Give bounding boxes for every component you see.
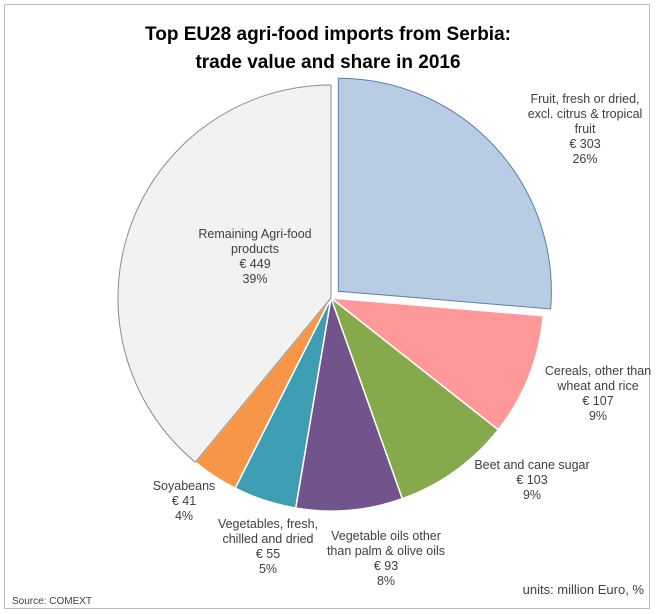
slice-label-text: Cereals, other than — [545, 364, 651, 378]
slice-value-label: € 41 — [172, 494, 196, 508]
pie-slice — [328, 297, 545, 431]
pie-slice — [337, 77, 552, 310]
slice-label-text: Soyabeans — [153, 479, 216, 493]
slice-label-text: Fruit, fresh or dried, — [530, 92, 639, 106]
slice-label: Fruit, fresh or dried,excl. citrus & tro… — [528, 92, 643, 166]
slice-share-label: 39% — [242, 272, 267, 286]
slice-label: Soyabeans€ 414% — [153, 479, 216, 523]
slice-label-text: wheat and rice — [556, 379, 638, 393]
slice-label-text: Remaining Agri-food — [198, 227, 311, 241]
slice-share-label: 9% — [589, 409, 607, 423]
slice-value-label: € 449 — [239, 257, 270, 271]
pie-slice — [329, 295, 500, 500]
slice-label-text: Vegetables, fresh, — [218, 517, 318, 531]
slice-share-label: 5% — [259, 562, 277, 576]
slice-label-text: excl. citrus & tropical — [528, 107, 643, 121]
slice-share-label: 9% — [523, 488, 541, 502]
slice-value-label: € 93 — [374, 559, 398, 573]
slice-value-label: € 107 — [582, 394, 613, 408]
slice-value-label: € 55 — [256, 547, 280, 561]
chart-subtitle: trade value and share in 2016 — [195, 52, 461, 73]
slice-label-text: products — [231, 242, 279, 256]
slice-value-label: € 303 — [569, 137, 600, 151]
source-note: Source: COMEXT — [12, 596, 93, 607]
slice-label-text: chilled and dried — [222, 532, 313, 546]
slice-label-text: Vegetable oils other — [331, 529, 441, 543]
chart-title: Top EU28 agri-food imports from Serbia: — [145, 24, 511, 45]
slice-label-text: than palm & olive oils — [327, 544, 445, 558]
slice-share-label: 8% — [377, 574, 395, 588]
slice-label-text: fruit — [575, 122, 596, 136]
slice-label-text: Beet and cane sugar — [474, 458, 589, 472]
slice-value-label: € 103 — [516, 473, 547, 487]
slice-label: Vegetables, fresh,chilled and dried€ 555… — [218, 517, 318, 576]
pie-slice — [117, 84, 332, 463]
units-note: units: million Euro, % — [522, 582, 644, 597]
slice-share-label: 26% — [572, 152, 597, 166]
slice-share-label: 4% — [175, 509, 193, 523]
